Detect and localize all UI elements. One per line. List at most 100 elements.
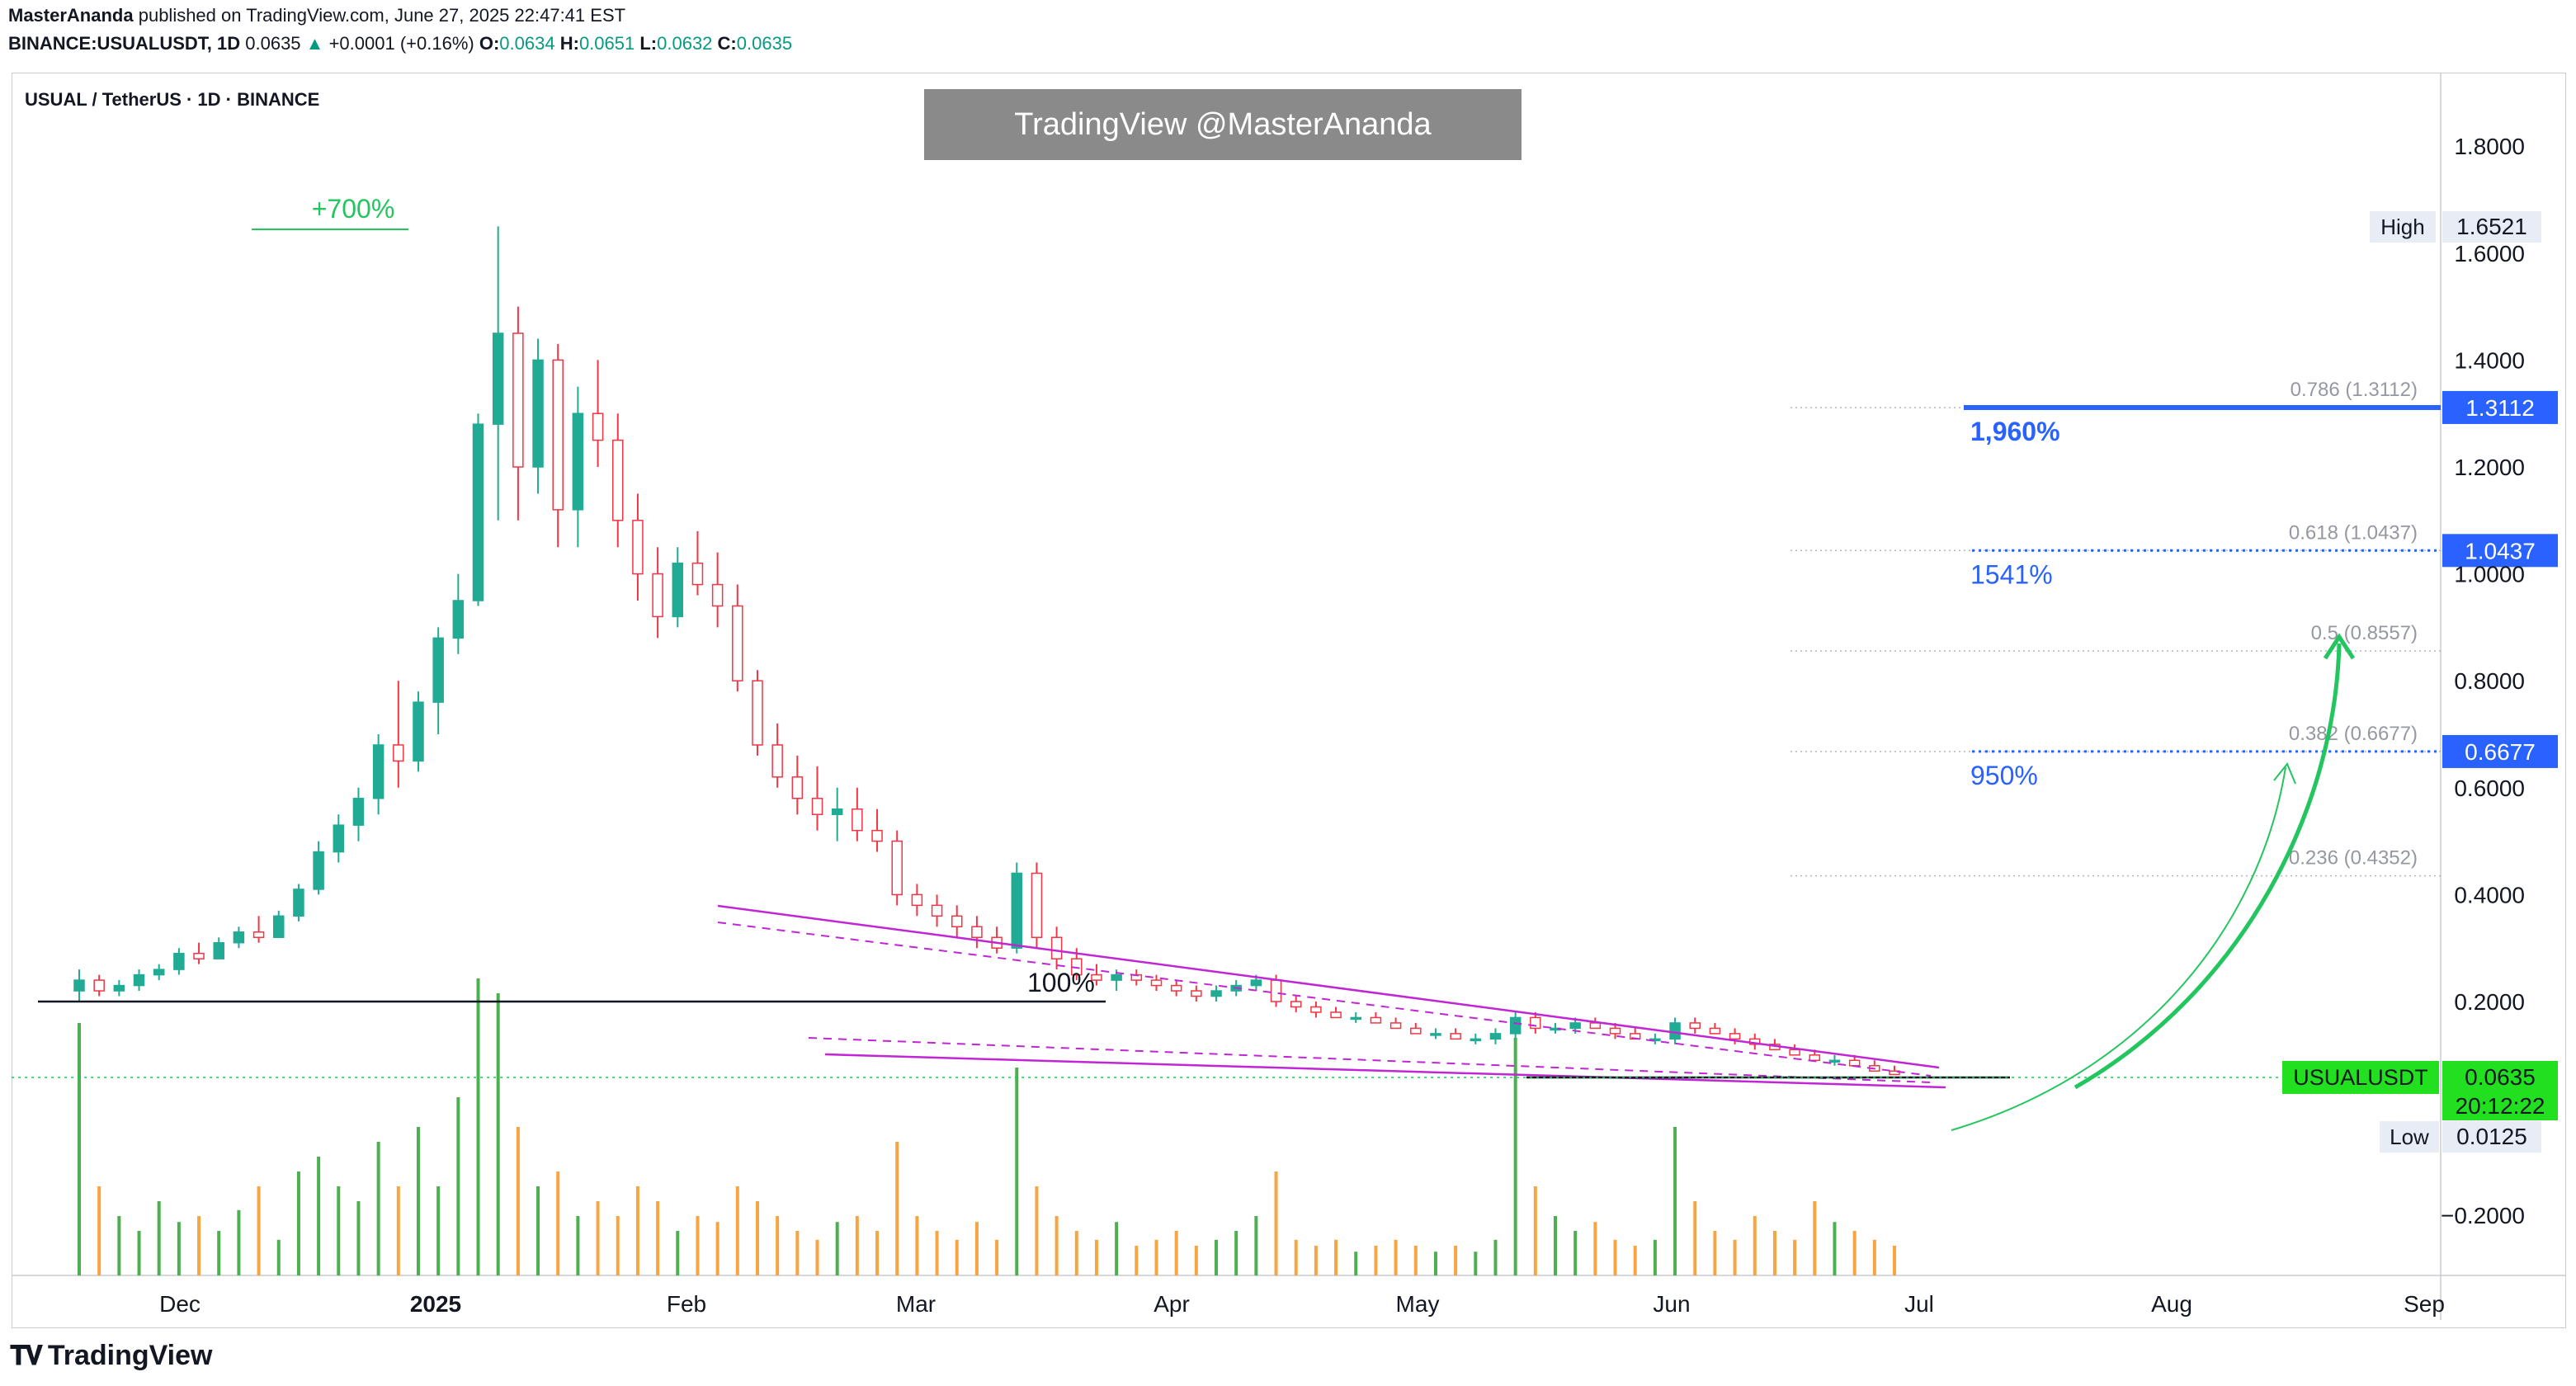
candle-body[interactable] bbox=[1330, 1011, 1342, 1019]
candle-body[interactable] bbox=[333, 824, 345, 853]
candle-body[interactable] bbox=[611, 439, 624, 521]
candle-body[interactable] bbox=[1111, 974, 1122, 981]
candle-body[interactable] bbox=[632, 520, 644, 575]
candle-body[interactable] bbox=[492, 332, 504, 425]
candle-body[interactable] bbox=[672, 562, 684, 618]
candle-body[interactable] bbox=[911, 893, 923, 907]
candle-body[interactable] bbox=[193, 952, 205, 959]
candle-body[interactable] bbox=[1828, 1059, 1841, 1063]
target-pct-label: 1541% bbox=[1970, 559, 2053, 589]
candle-body[interactable] bbox=[791, 776, 804, 799]
candle-body[interactable] bbox=[691, 562, 704, 586]
candle-body[interactable] bbox=[592, 412, 604, 441]
candle-body[interactable] bbox=[652, 573, 663, 618]
candle-body[interactable] bbox=[552, 359, 564, 511]
projection-arrow-thin[interactable] bbox=[1951, 766, 2286, 1131]
candle-body[interactable] bbox=[951, 915, 963, 928]
volume-bar bbox=[1513, 1038, 1517, 1275]
candle-body[interactable] bbox=[1470, 1038, 1482, 1042]
candle-body[interactable] bbox=[771, 744, 783, 778]
candle-body[interactable] bbox=[1031, 872, 1043, 938]
candle-body[interactable] bbox=[1210, 990, 1222, 997]
tradingview-footer[interactable]: 𝐓𝐕 TradingView bbox=[10, 1340, 212, 1372]
candle-body[interactable] bbox=[413, 701, 424, 762]
candle-body[interactable] bbox=[532, 359, 544, 468]
candle-body[interactable] bbox=[213, 941, 224, 959]
candle-body[interactable] bbox=[1350, 1016, 1362, 1021]
candle-body[interactable] bbox=[352, 798, 365, 826]
volume-bar bbox=[755, 1201, 759, 1275]
y-tick-label: 1.6000 bbox=[2454, 241, 2525, 266]
candle-body[interactable] bbox=[572, 412, 584, 511]
candle-body[interactable] bbox=[1669, 1022, 1681, 1040]
candle-body[interactable] bbox=[1370, 1016, 1382, 1024]
candle-body[interactable] bbox=[1789, 1049, 1800, 1056]
watermark-text: TradingView @MasterAnanda bbox=[1014, 107, 1432, 142]
candle-body[interactable] bbox=[1450, 1033, 1461, 1040]
candle-body[interactable] bbox=[1170, 984, 1182, 992]
candle-body[interactable] bbox=[1410, 1027, 1422, 1035]
wedge-upper-line[interactable] bbox=[717, 904, 1940, 1069]
price-chart[interactable]: USUAL / TetherUS · 1D · BINANCE TradingV… bbox=[0, 0, 2576, 1328]
candle-body[interactable] bbox=[1050, 936, 1063, 959]
candle-body[interactable] bbox=[173, 952, 185, 970]
wedge-lower-line[interactable] bbox=[824, 1053, 1946, 1089]
candle-body[interactable] bbox=[891, 840, 903, 896]
fib-level-label: 0.5 (0.8557) bbox=[2311, 622, 2418, 644]
candle-body[interactable] bbox=[1150, 979, 1163, 987]
candle-body[interactable] bbox=[752, 680, 763, 746]
candle-body[interactable] bbox=[831, 808, 843, 815]
candle-body[interactable] bbox=[871, 829, 883, 842]
candle-body[interactable] bbox=[1191, 990, 1202, 997]
volume-bar bbox=[1314, 1246, 1318, 1275]
candle-body[interactable] bbox=[852, 808, 863, 832]
author-name[interactable]: MasterAnanda bbox=[8, 5, 134, 26]
candle-body[interactable] bbox=[452, 600, 465, 639]
candle-body[interactable] bbox=[1389, 1022, 1402, 1030]
volume-bar bbox=[1653, 1239, 1657, 1275]
fib-level-label: 0.786 (1.3112) bbox=[2291, 379, 2418, 401]
candle-body[interactable] bbox=[1689, 1022, 1701, 1030]
candle-body[interactable] bbox=[1609, 1027, 1621, 1035]
candle-body[interactable] bbox=[273, 915, 285, 938]
candle-body[interactable] bbox=[512, 332, 524, 468]
candle-body[interactable] bbox=[1569, 1022, 1581, 1030]
candle-body[interactable] bbox=[811, 798, 823, 815]
candle-body[interactable] bbox=[393, 744, 404, 762]
candle-body[interactable] bbox=[1489, 1033, 1502, 1040]
candle-body[interactable] bbox=[293, 889, 304, 917]
candle-body[interactable] bbox=[1709, 1027, 1721, 1035]
candle-body[interactable] bbox=[252, 931, 265, 938]
candle-body[interactable] bbox=[1530, 1016, 1541, 1030]
candle-body[interactable] bbox=[1310, 1006, 1322, 1013]
candle-body[interactable] bbox=[1290, 1001, 1302, 1008]
candle-body[interactable] bbox=[432, 637, 444, 703]
candle-body[interactable] bbox=[1848, 1059, 1861, 1067]
candle-body[interactable] bbox=[372, 744, 385, 799]
candle-body[interactable] bbox=[73, 979, 85, 992]
candle-body[interactable] bbox=[971, 926, 983, 938]
candle-body[interactable] bbox=[113, 984, 125, 992]
candle-body[interactable] bbox=[313, 851, 324, 890]
candle-body[interactable] bbox=[1809, 1054, 1821, 1062]
candle-body[interactable] bbox=[732, 605, 743, 681]
candle-body[interactable] bbox=[1091, 974, 1102, 981]
candle-body[interactable] bbox=[153, 969, 165, 976]
projection-arrow-bold[interactable] bbox=[2074, 643, 2342, 1090]
candle-body[interactable] bbox=[93, 979, 105, 992]
candle-body[interactable] bbox=[1250, 979, 1262, 987]
symbol-label[interactable]: BINANCE:USUALUSDT, 1D bbox=[8, 33, 241, 54]
candle-body[interactable] bbox=[1889, 1070, 1900, 1076]
candle-body[interactable] bbox=[931, 904, 943, 917]
candle-body[interactable] bbox=[1270, 979, 1282, 1002]
candle-body[interactable] bbox=[233, 931, 245, 944]
y-tick-label: 0.6000 bbox=[2454, 776, 2525, 801]
candle-body[interactable] bbox=[1729, 1033, 1741, 1040]
candle-body[interactable] bbox=[472, 423, 484, 601]
candle-body[interactable] bbox=[711, 583, 724, 607]
candle-body[interactable] bbox=[133, 974, 145, 987]
candle-body[interactable] bbox=[1589, 1022, 1602, 1030]
candle-body[interactable] bbox=[1011, 872, 1023, 949]
candle-body[interactable] bbox=[1509, 1016, 1522, 1035]
candle-body[interactable] bbox=[1430, 1033, 1441, 1036]
